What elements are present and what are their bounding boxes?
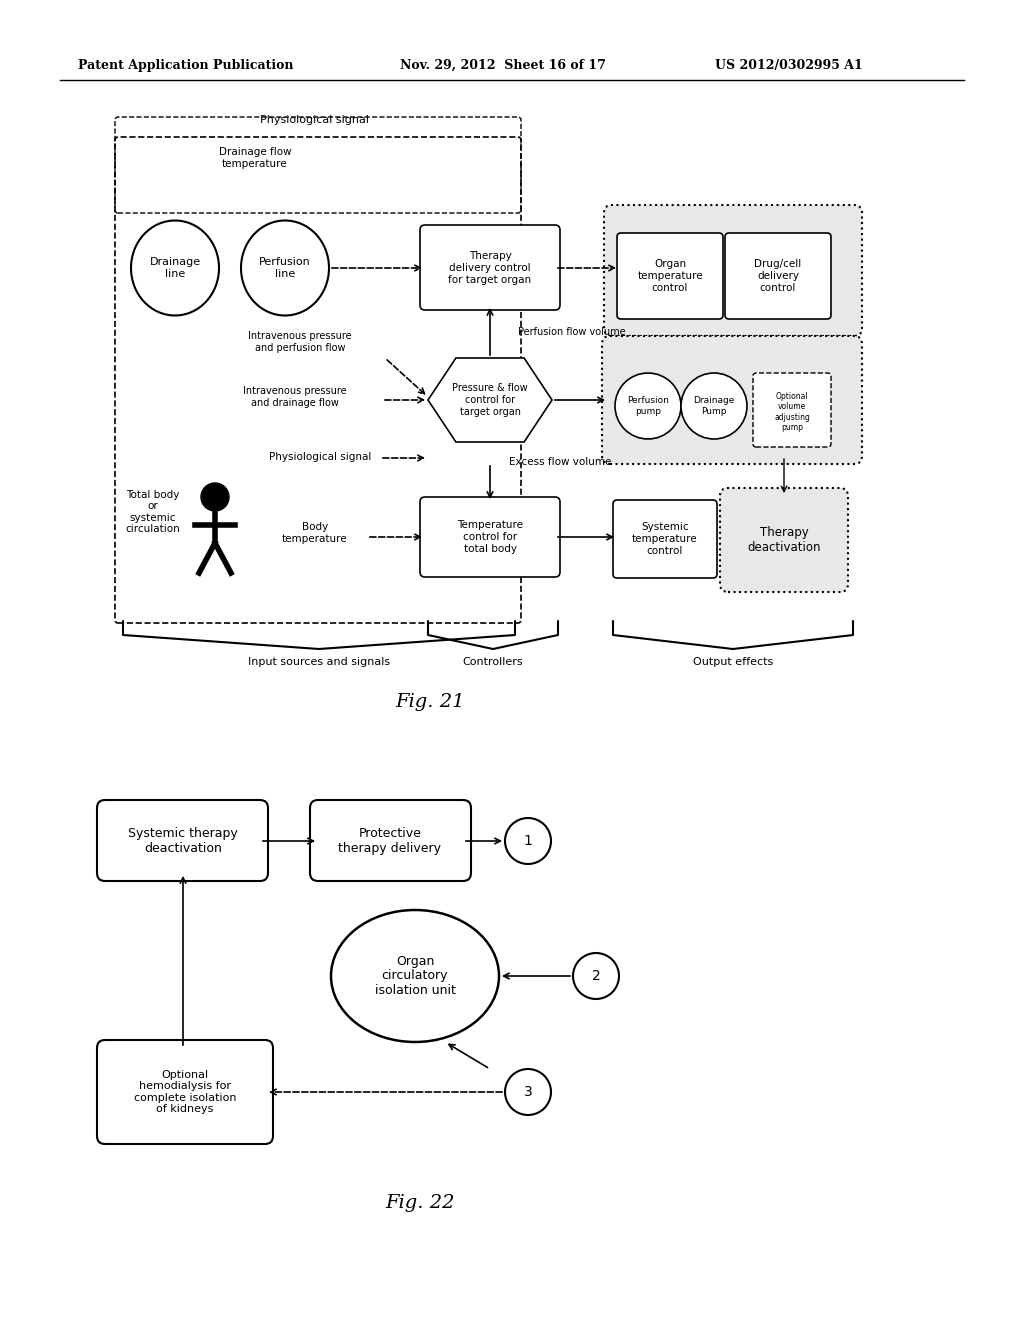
Text: Fig. 21: Fig. 21 xyxy=(395,693,465,711)
Text: Controllers: Controllers xyxy=(463,657,523,667)
Text: Pressure & flow
control for
target organ: Pressure & flow control for target organ xyxy=(453,383,528,417)
Text: Physiological signal: Physiological signal xyxy=(269,451,371,462)
Text: Body
temperature: Body temperature xyxy=(283,523,348,544)
Text: Optional
volume
adjusting
pump: Optional volume adjusting pump xyxy=(774,392,810,432)
Text: Input sources and signals: Input sources and signals xyxy=(248,657,390,667)
FancyBboxPatch shape xyxy=(420,498,560,577)
Text: Therapy
deactivation: Therapy deactivation xyxy=(748,525,821,554)
FancyBboxPatch shape xyxy=(97,1040,273,1144)
Circle shape xyxy=(505,1069,551,1115)
Circle shape xyxy=(505,818,551,865)
Text: Perfusion flow volume: Perfusion flow volume xyxy=(518,327,626,337)
Text: Output effects: Output effects xyxy=(693,657,773,667)
Ellipse shape xyxy=(331,909,499,1041)
FancyBboxPatch shape xyxy=(613,500,717,578)
Text: Perfusion
pump: Perfusion pump xyxy=(627,396,669,416)
Circle shape xyxy=(681,374,746,440)
Text: Perfusion
line: Perfusion line xyxy=(259,257,311,279)
Circle shape xyxy=(573,953,618,999)
Text: Nov. 29, 2012  Sheet 16 of 17: Nov. 29, 2012 Sheet 16 of 17 xyxy=(400,58,606,71)
Text: Physiological signal: Physiological signal xyxy=(260,115,370,125)
Text: Therapy
delivery control
for target organ: Therapy delivery control for target orga… xyxy=(449,251,531,285)
FancyBboxPatch shape xyxy=(753,374,831,447)
Text: Total body
or
systemic
circulation: Total body or systemic circulation xyxy=(126,490,180,535)
Text: 3: 3 xyxy=(523,1085,532,1100)
FancyBboxPatch shape xyxy=(310,800,471,880)
Circle shape xyxy=(201,483,229,511)
Text: Organ
temperature
control: Organ temperature control xyxy=(637,260,702,293)
Circle shape xyxy=(615,374,681,440)
FancyBboxPatch shape xyxy=(617,234,723,319)
Text: Protective
therapy delivery: Protective therapy delivery xyxy=(339,828,441,855)
Text: 1: 1 xyxy=(523,834,532,847)
Text: 2: 2 xyxy=(592,969,600,983)
Text: Drainage
Pump: Drainage Pump xyxy=(693,396,734,416)
FancyBboxPatch shape xyxy=(97,800,268,880)
FancyBboxPatch shape xyxy=(725,234,831,319)
Ellipse shape xyxy=(131,220,219,315)
Text: Systemic therapy
deactivation: Systemic therapy deactivation xyxy=(128,828,238,855)
FancyBboxPatch shape xyxy=(602,337,862,465)
Text: Drug/cell
delivery
control: Drug/cell delivery control xyxy=(755,260,802,293)
Text: Drainage flow
temperature: Drainage flow temperature xyxy=(219,148,291,169)
Text: US 2012/0302995 A1: US 2012/0302995 A1 xyxy=(715,58,863,71)
Text: Organ
circulatory
isolation unit: Organ circulatory isolation unit xyxy=(375,954,456,998)
FancyBboxPatch shape xyxy=(604,205,862,337)
Text: Patent Application Publication: Patent Application Publication xyxy=(78,58,294,71)
Text: Systemic
temperature
control: Systemic temperature control xyxy=(632,523,697,556)
FancyBboxPatch shape xyxy=(420,224,560,310)
Text: Intravenous pressure
and drainage flow: Intravenous pressure and drainage flow xyxy=(243,387,347,408)
Text: Intravenous pressure
and perfusion flow: Intravenous pressure and perfusion flow xyxy=(248,331,352,352)
FancyBboxPatch shape xyxy=(720,488,848,591)
Text: Optional
hemodialysis for
complete isolation
of kidneys: Optional hemodialysis for complete isola… xyxy=(134,1069,237,1114)
Text: Temperature
control for
total body: Temperature control for total body xyxy=(457,520,523,553)
Polygon shape xyxy=(428,358,552,442)
Text: Drainage
line: Drainage line xyxy=(150,257,201,279)
Ellipse shape xyxy=(241,220,329,315)
Text: Fig. 22: Fig. 22 xyxy=(385,1195,455,1212)
Text: Excess flow volume: Excess flow volume xyxy=(509,457,611,467)
